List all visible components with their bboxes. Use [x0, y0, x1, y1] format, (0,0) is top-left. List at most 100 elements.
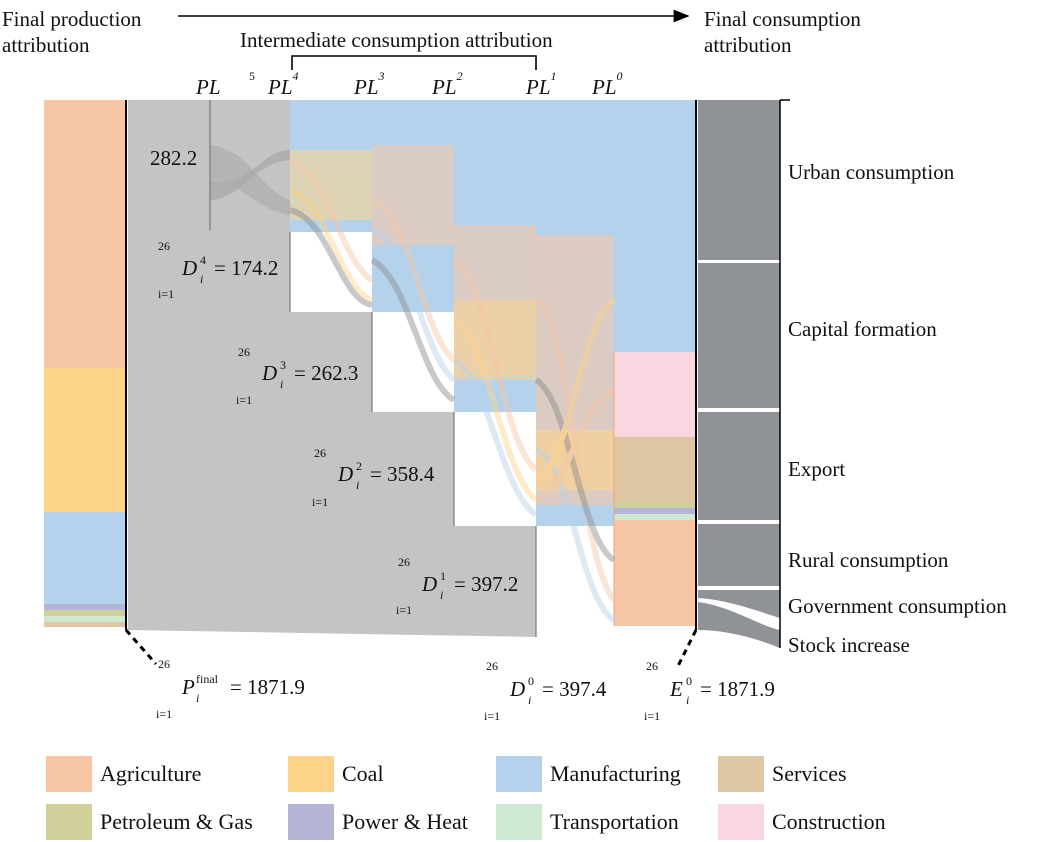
pl2-coal — [454, 300, 536, 380]
pl0-construction — [614, 352, 696, 437]
svg-text:2: 2 — [356, 459, 362, 473]
legend-label-agriculture: Agriculture — [100, 761, 202, 786]
header-right: Final consumption attribution — [704, 7, 861, 57]
flow-7 — [452, 257, 539, 473]
legend-label-construction: Construction — [772, 809, 886, 834]
label-rural: Rural consumption — [788, 548, 949, 572]
pl1-coal — [536, 430, 614, 490]
flow-14 — [534, 387, 616, 503]
pl0-manufacturing — [614, 100, 696, 352]
legend-swatch-coal — [288, 756, 334, 792]
svg-text:0: 0 — [686, 674, 692, 688]
pl0-label: PL0 — [591, 69, 623, 99]
pl5-node — [128, 100, 290, 236]
intermediate-title: Intermediate consumption attribution — [240, 28, 553, 52]
pl0-petroleum — [614, 502, 696, 508]
svg-text:26: 26 — [158, 657, 170, 671]
svg-text:i: i — [356, 478, 359, 492]
intermediate-bracket — [291, 55, 537, 70]
svg-text:26: 26 — [238, 345, 250, 359]
final-export-bar — [698, 412, 780, 520]
production-layer-labels: PL 5 PL4 PL3 PL2 PL1 PL0 — [195, 69, 623, 99]
legend-item-transportation: Transportation — [496, 802, 679, 842]
d0-total: 26 D i 0 = 397.4 i=1 — [484, 659, 607, 723]
svg-text:26: 26 — [486, 659, 498, 673]
legend-label-petroleum-gas: Petroleum & Gas — [100, 809, 253, 834]
pl0-services — [614, 437, 696, 502]
svg-text:i: i — [440, 588, 443, 602]
pl5-label: PL — [195, 75, 221, 99]
legend-swatch-construction — [718, 804, 764, 840]
final-consumption-title-line1: Final consumption — [704, 7, 861, 31]
production-petroleum-gas — [44, 610, 126, 616]
pl4-coal — [290, 150, 372, 220]
pl5-outflow — [210, 145, 290, 215]
header-left: Final production attribution — [2, 7, 142, 57]
svg-text:= 397.2: = 397.2 — [454, 572, 518, 596]
flow-11 — [534, 377, 616, 563]
pl5-sup: 5 — [249, 69, 255, 83]
svg-text:i: i — [528, 693, 531, 707]
flow-4 — [370, 197, 457, 363]
legend-item-construction: Construction — [718, 802, 886, 842]
legend-item-manufacturing: Manufacturing — [496, 754, 681, 794]
pl3-agriculture — [372, 145, 454, 245]
legend-label-services: Services — [772, 761, 847, 786]
svg-text:E: E — [669, 677, 683, 701]
pl5-value: 282.2 — [150, 146, 197, 170]
flow-5 — [370, 227, 457, 383]
svg-text:D: D — [337, 462, 353, 486]
pl0-transportation — [614, 514, 696, 520]
svg-text:final: final — [196, 672, 219, 686]
pl0-agriculture — [614, 520, 696, 626]
legend-swatch-manufacturing — [496, 756, 542, 792]
p-final-leader — [124, 629, 158, 665]
pl5-outflow-2 — [210, 150, 290, 200]
legend-item-agriculture: Agriculture — [46, 754, 201, 794]
svg-text:P: P — [181, 675, 195, 699]
svg-text:4: 4 — [200, 253, 206, 267]
label-capital: Capital formation — [788, 317, 937, 341]
svg-text:i: i — [200, 272, 203, 286]
pl4-label: PL4 — [267, 69, 299, 99]
svg-text:i: i — [196, 691, 199, 705]
legend-label-power-heat: Power & Heat — [342, 809, 468, 834]
svg-text:26: 26 — [398, 555, 410, 569]
svg-text:i=1: i=1 — [644, 709, 660, 723]
svg-text:= 358.4: = 358.4 — [370, 462, 435, 486]
svg-text:i: i — [280, 377, 283, 391]
d3-label: 26 D i 3 = 262.3 i=1 — [236, 345, 358, 407]
legend-item-services: Services — [718, 754, 847, 794]
svg-text:1: 1 — [440, 569, 446, 583]
production-power-heat — [44, 604, 126, 610]
flow-9 — [452, 357, 538, 518]
final-capital-bar — [698, 263, 780, 408]
p-final-total: 26 P i final = 1871.9 i=1 — [156, 657, 305, 721]
svg-text:i=1: i=1 — [484, 709, 500, 723]
d1-label: 26 D i 1 = 397.2 i=1 — [396, 555, 518, 617]
legend-swatch-transportation — [496, 804, 542, 840]
d4-label: 26 D i 4 = 174.2 i=1 — [158, 239, 278, 301]
tangled-flows — [288, 157, 617, 623]
svg-text:i=1: i=1 — [312, 495, 328, 509]
pl2-label: PL2 — [431, 69, 463, 99]
svg-text:i=1: i=1 — [396, 603, 412, 617]
legend-swatch-power-heat — [288, 804, 334, 840]
production-bar — [44, 100, 127, 630]
svg-text:= 397.4: = 397.4 — [542, 677, 607, 701]
legend: Agriculture Coal Manufacturing Services … — [46, 750, 1006, 840]
final-use-labels: Urban consumption Capital formation Expo… — [788, 160, 1007, 657]
svg-text:= 1871.9: = 1871.9 — [700, 677, 775, 701]
label-export: Export — [788, 457, 845, 481]
pl3-label: PL3 — [353, 69, 385, 99]
attribution-flow-gray — [128, 100, 537, 637]
final-production-title-line2: attribution — [2, 33, 90, 57]
production-transportation — [44, 616, 126, 622]
pl0-column — [613, 100, 697, 630]
final-stock-bar — [698, 602, 780, 648]
flow-6 — [370, 257, 456, 403]
svg-text:= 1871.9: = 1871.9 — [230, 675, 305, 699]
svg-text:0: 0 — [528, 674, 534, 688]
legend-item-power-heat: Power & Heat — [288, 802, 468, 842]
